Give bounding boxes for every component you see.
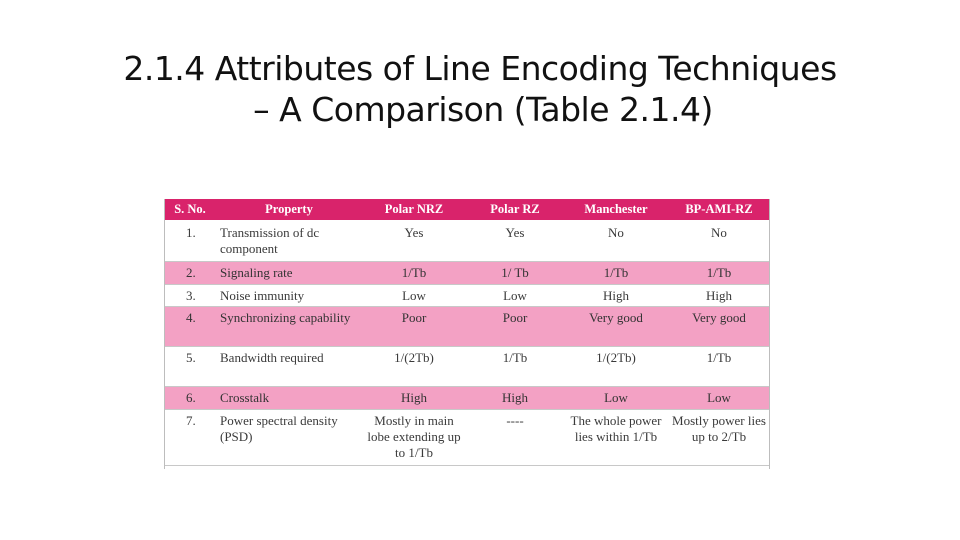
cell-sno: 3. bbox=[164, 284, 216, 307]
header-polar-rz: Polar RZ bbox=[466, 199, 564, 222]
cell-property: Signaling rate bbox=[216, 261, 362, 285]
cell-property: Power spectral density (PSD) bbox=[216, 409, 362, 466]
cell-manchester: The whole power lies within 1/Tb bbox=[564, 409, 668, 466]
cell-polar-rz: Low bbox=[466, 284, 564, 307]
cell-bp-ami-rz: High bbox=[668, 284, 770, 307]
title-line-1: 2.1.4 Attributes of Line Encoding Techni… bbox=[123, 49, 837, 88]
cell-manchester: No bbox=[564, 221, 668, 262]
cell-manchester: Very good bbox=[564, 306, 668, 347]
table-row: 1. Transmission of dc component Yes Yes … bbox=[164, 221, 770, 262]
cell-sno: 2. bbox=[164, 261, 216, 285]
cell-bp-ami-rz: 1/Tb bbox=[668, 346, 770, 387]
cell-polar-nrz: Mostly in main lobe extending up to 1/Tb bbox=[362, 409, 466, 466]
cell-sno: 6. bbox=[164, 386, 216, 410]
cell-bp-ami-rz: No bbox=[668, 221, 770, 262]
cell-polar-nrz: Low bbox=[362, 284, 466, 307]
header-sno: S. No. bbox=[164, 199, 216, 222]
table-left-border bbox=[164, 199, 165, 469]
cell-property: Synchronizing capability bbox=[216, 306, 362, 347]
header-polar-nrz: Polar NRZ bbox=[362, 199, 466, 222]
cell-property: Crosstalk bbox=[216, 386, 362, 410]
cell-polar-nrz: 1/(2Tb) bbox=[362, 346, 466, 387]
cell-sno: 4. bbox=[164, 306, 216, 347]
cell-polar-nrz: Poor bbox=[362, 306, 466, 347]
cell-polar-rz: ---- bbox=[466, 409, 564, 466]
cell-manchester: 1/(2Tb) bbox=[564, 346, 668, 387]
cell-polar-nrz: 1/Tb bbox=[362, 261, 466, 285]
cell-polar-rz: Yes bbox=[466, 221, 564, 262]
table-row: 5. Bandwidth required 1/(2Tb) 1/Tb 1/(2T… bbox=[164, 346, 770, 387]
slide-title: 2.1.4 Attributes of Line Encoding Techni… bbox=[0, 48, 960, 130]
cell-bp-ami-rz: Very good bbox=[668, 306, 770, 347]
comparison-table-container: S. No. Property Polar NRZ Polar RZ Manch… bbox=[164, 199, 770, 469]
table-row: 4. Synchronizing capability Poor Poor Ve… bbox=[164, 306, 770, 347]
cell-bp-ami-rz: Mostly power lies up to 2/Tb bbox=[668, 409, 770, 466]
cell-polar-rz: High bbox=[466, 386, 564, 410]
cell-sno: 1. bbox=[164, 221, 216, 262]
cell-manchester: High bbox=[564, 284, 668, 307]
table-row: 3. Noise immunity Low Low High High bbox=[164, 284, 770, 307]
comparison-table: S. No. Property Polar NRZ Polar RZ Manch… bbox=[164, 199, 770, 466]
cell-property: Bandwidth required bbox=[216, 346, 362, 387]
cell-property: Noise immunity bbox=[216, 284, 362, 307]
cell-manchester: Low bbox=[564, 386, 668, 410]
table-row: 7. Power spectral density (PSD) Mostly i… bbox=[164, 409, 770, 466]
cell-bp-ami-rz: Low bbox=[668, 386, 770, 410]
cell-property: Transmission of dc component bbox=[216, 221, 362, 262]
cell-polar-nrz: High bbox=[362, 386, 466, 410]
cell-sno: 5. bbox=[164, 346, 216, 387]
title-line-2: – A Comparison (Table 2.1.4) bbox=[253, 90, 713, 129]
table-right-border bbox=[769, 199, 770, 469]
header-bp-ami-rz: BP-AMI-RZ bbox=[668, 199, 770, 222]
table-header-row: S. No. Property Polar NRZ Polar RZ Manch… bbox=[164, 199, 770, 222]
header-property: Property bbox=[216, 199, 362, 222]
cell-polar-rz: 1/Tb bbox=[466, 346, 564, 387]
table-row: 2. Signaling rate 1/Tb 1/ Tb 1/Tb 1/Tb bbox=[164, 261, 770, 285]
table-row: 6. Crosstalk High High Low Low bbox=[164, 386, 770, 410]
cell-manchester: 1/Tb bbox=[564, 261, 668, 285]
cell-polar-rz: Poor bbox=[466, 306, 564, 347]
cell-polar-nrz: Yes bbox=[362, 221, 466, 262]
header-manchester: Manchester bbox=[564, 199, 668, 222]
cell-polar-rz: 1/ Tb bbox=[466, 261, 564, 285]
cell-sno: 7. bbox=[164, 409, 216, 466]
cell-bp-ami-rz: 1/Tb bbox=[668, 261, 770, 285]
